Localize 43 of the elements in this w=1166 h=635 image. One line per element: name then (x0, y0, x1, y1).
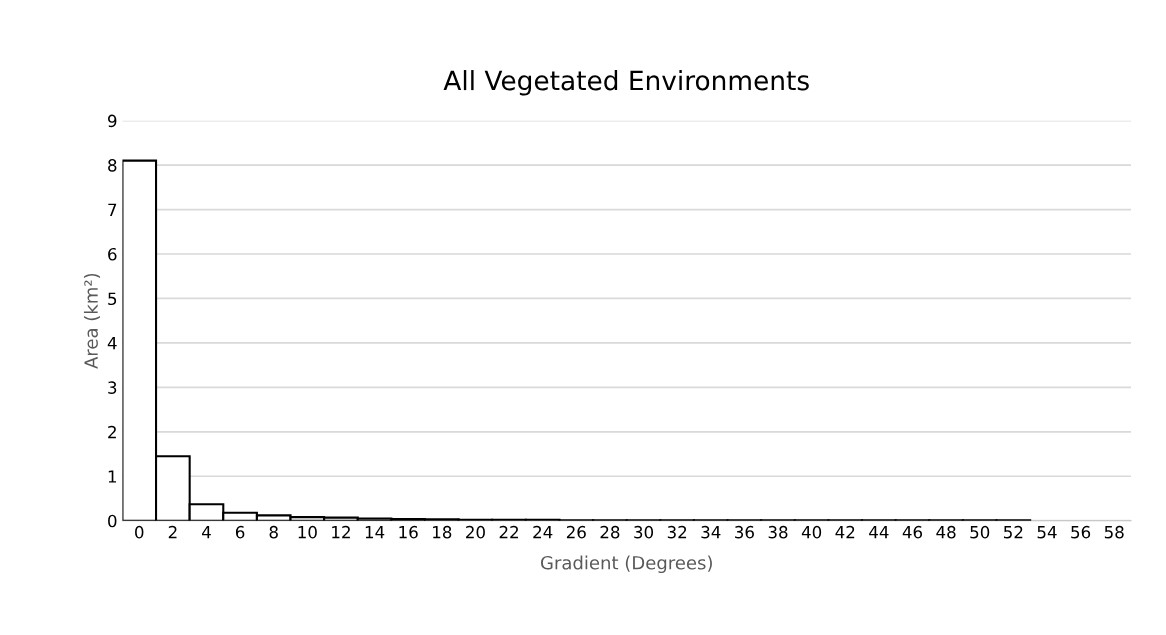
x-tick-label: 56 (1071, 525, 1091, 539)
x-tick-label: 54 (1037, 526, 1057, 539)
x-tick-label: 26 (566, 525, 586, 539)
x-tick-label: 12 (332, 525, 350, 539)
y-tick-label: 3 (108, 381, 117, 394)
x-tick-label: 38 (768, 525, 788, 539)
y-tick-label: 4 (107, 337, 117, 350)
x-tick-label: 30 (634, 525, 654, 539)
x-axis-title: Gradient (Degrees) (540, 555, 712, 574)
x-tick-label: 14 (365, 526, 385, 539)
y-tick-label: 6 (108, 247, 117, 261)
x-tick-label: 22 (499, 525, 518, 539)
x-tick-label: 10 (298, 525, 317, 539)
x-tick-label: 28 (600, 525, 620, 539)
y-tick-label: 7 (108, 203, 117, 216)
x-tick-label: 52 (1004, 525, 1023, 539)
x-tick-label: 46 (902, 525, 923, 539)
y-tick-label: 0 (108, 514, 117, 528)
x-tick-label: 44 (869, 526, 889, 539)
y-tick-label: 1 (108, 470, 117, 483)
x-tick-label: 16 (399, 525, 418, 539)
y-tick-label: 2 (108, 425, 116, 439)
x-tick-label: 48 (936, 525, 956, 539)
y-tick-label: 9 (108, 114, 117, 128)
x-tick-label: 42 (835, 525, 855, 539)
y-tick-label: 8 (108, 159, 117, 172)
y-tick-label: 5 (108, 292, 117, 306)
x-tick-label: 40 (801, 525, 822, 539)
y-axis-title: Area (km²) (83, 273, 101, 369)
x-tick-label: 4 (201, 526, 211, 539)
x-tick-label: 32 (667, 525, 687, 539)
x-tick-label: 18 (433, 525, 452, 539)
x-tick-label: 36 (735, 525, 754, 539)
x-tick-label: 6 (235, 525, 245, 539)
x-tick-label: 2 (168, 525, 177, 539)
x-tick-label: 8 (269, 525, 278, 539)
x-tick-label: 0 (135, 525, 144, 539)
x-tick-label: 58 (1104, 525, 1124, 539)
x-tick-label: 20 (466, 525, 485, 539)
x-tick-label: 24 (533, 525, 553, 539)
x-tick-label: 34 (701, 525, 721, 539)
chart-title: All Vegetated Environments (443, 70, 809, 96)
x-tick-label: 50 (970, 525, 990, 539)
